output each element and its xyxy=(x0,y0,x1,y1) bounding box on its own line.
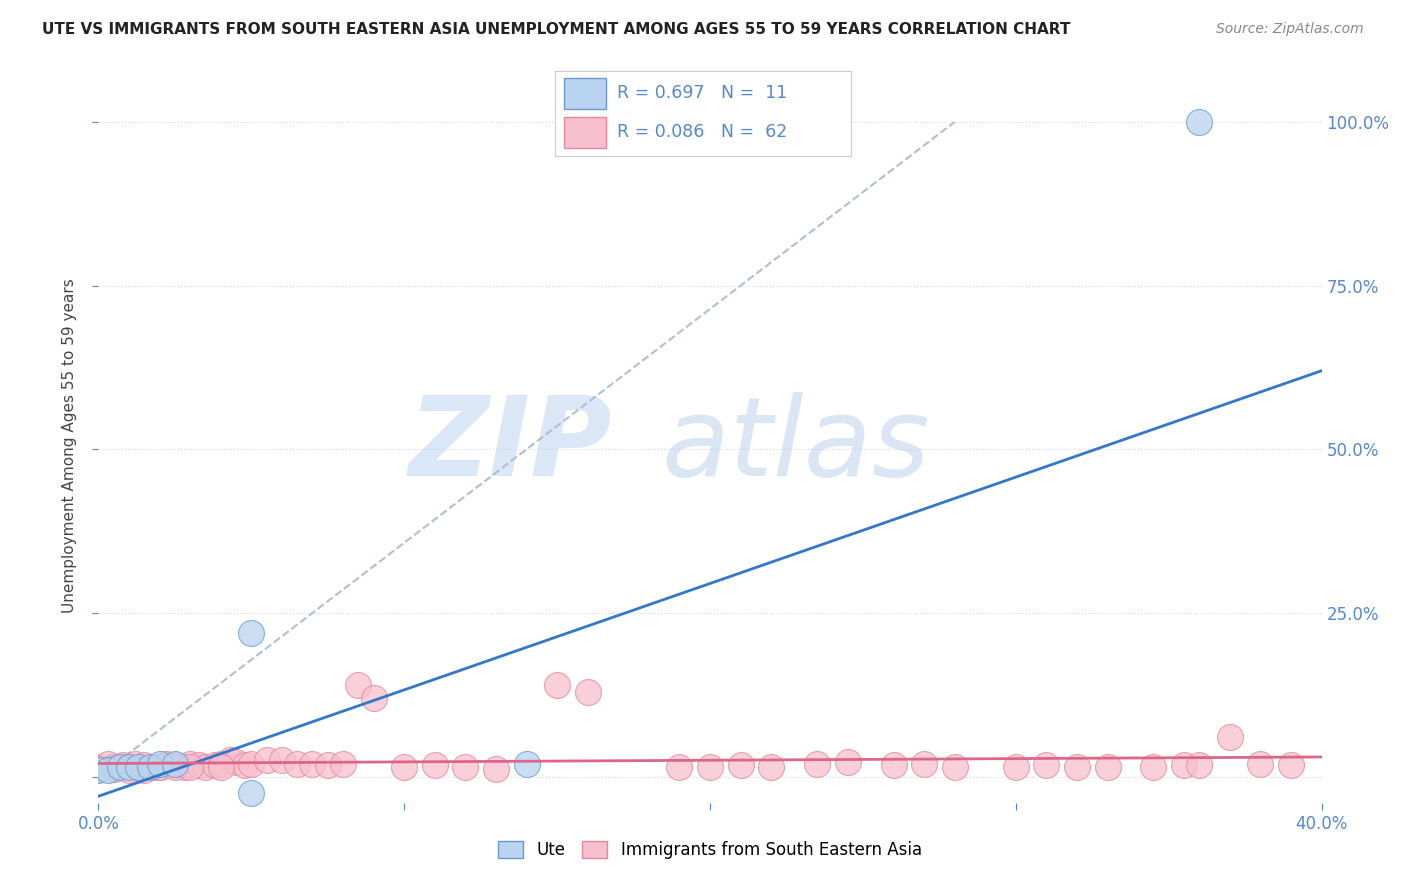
Point xyxy=(1219,731,1241,745)
Point xyxy=(1035,757,1057,772)
Point xyxy=(204,757,226,772)
Point xyxy=(699,760,721,774)
Point xyxy=(516,756,538,771)
Point xyxy=(209,756,232,771)
Point xyxy=(759,760,782,774)
Point xyxy=(118,760,141,774)
Point xyxy=(546,678,568,692)
Point xyxy=(97,756,120,771)
Point xyxy=(943,760,966,774)
Point xyxy=(1188,757,1211,772)
Point xyxy=(103,760,125,774)
Point xyxy=(163,760,186,774)
Point xyxy=(188,757,211,772)
Point xyxy=(392,760,416,774)
Point xyxy=(179,760,201,774)
Point xyxy=(1249,756,1271,771)
Text: R = 0.086   N =  62: R = 0.086 N = 62 xyxy=(617,123,787,141)
Text: atlas: atlas xyxy=(661,392,929,500)
Point xyxy=(194,760,217,774)
Point xyxy=(149,760,172,774)
Point xyxy=(332,756,354,771)
Point xyxy=(149,756,172,771)
Point xyxy=(806,756,828,771)
Point xyxy=(134,763,156,777)
Point xyxy=(730,757,752,772)
Point xyxy=(118,760,141,774)
Point xyxy=(233,757,256,772)
Point xyxy=(363,691,385,706)
Point xyxy=(149,760,172,774)
Point xyxy=(912,756,935,771)
FancyBboxPatch shape xyxy=(564,117,606,147)
Point xyxy=(883,757,905,772)
Point xyxy=(124,756,146,771)
Text: ZIP: ZIP xyxy=(409,392,612,500)
Point xyxy=(118,763,141,777)
Point xyxy=(1279,757,1302,772)
Point xyxy=(301,756,323,771)
Point xyxy=(173,760,195,774)
Point xyxy=(97,763,120,777)
Point xyxy=(285,756,308,771)
Point xyxy=(87,760,110,774)
Point xyxy=(163,757,186,772)
Text: UTE VS IMMIGRANTS FROM SOUTH EASTERN ASIA UNEMPLOYMENT AMONG AGES 55 TO 59 YEARS: UTE VS IMMIGRANTS FROM SOUTH EASTERN ASI… xyxy=(42,22,1070,37)
Point xyxy=(485,762,508,776)
Point xyxy=(1188,115,1211,129)
Point xyxy=(155,756,177,771)
Point xyxy=(837,755,859,769)
Point xyxy=(347,678,370,692)
Point xyxy=(270,753,292,767)
Text: R = 0.697   N =  11: R = 0.697 N = 11 xyxy=(617,85,787,103)
Point xyxy=(142,760,165,774)
Point xyxy=(1173,757,1195,772)
Legend: Ute, Immigrants from South Eastern Asia: Ute, Immigrants from South Eastern Asia xyxy=(492,834,928,866)
Point xyxy=(1066,760,1088,774)
Point xyxy=(103,762,125,776)
Point xyxy=(209,760,232,774)
Point xyxy=(111,757,134,772)
Point xyxy=(127,760,149,774)
Point xyxy=(256,753,278,767)
Point xyxy=(576,684,599,698)
Point xyxy=(316,757,339,772)
Point xyxy=(139,760,162,774)
Point xyxy=(240,625,263,640)
Point xyxy=(454,760,477,774)
Point xyxy=(1097,760,1119,774)
Point xyxy=(1004,760,1026,774)
Point xyxy=(240,786,263,800)
Point xyxy=(668,760,690,774)
Text: Source: ZipAtlas.com: Source: ZipAtlas.com xyxy=(1216,22,1364,37)
Point xyxy=(225,755,247,769)
FancyBboxPatch shape xyxy=(564,78,606,109)
Point xyxy=(219,753,242,767)
Point xyxy=(134,757,156,772)
Point xyxy=(108,760,131,774)
Point xyxy=(179,756,201,771)
Point xyxy=(163,756,186,771)
Point xyxy=(87,763,110,777)
Y-axis label: Unemployment Among Ages 55 to 59 years: Unemployment Among Ages 55 to 59 years xyxy=(62,278,77,614)
Point xyxy=(423,757,446,772)
Point xyxy=(240,756,263,771)
Point xyxy=(87,762,110,776)
Point xyxy=(1142,760,1164,774)
